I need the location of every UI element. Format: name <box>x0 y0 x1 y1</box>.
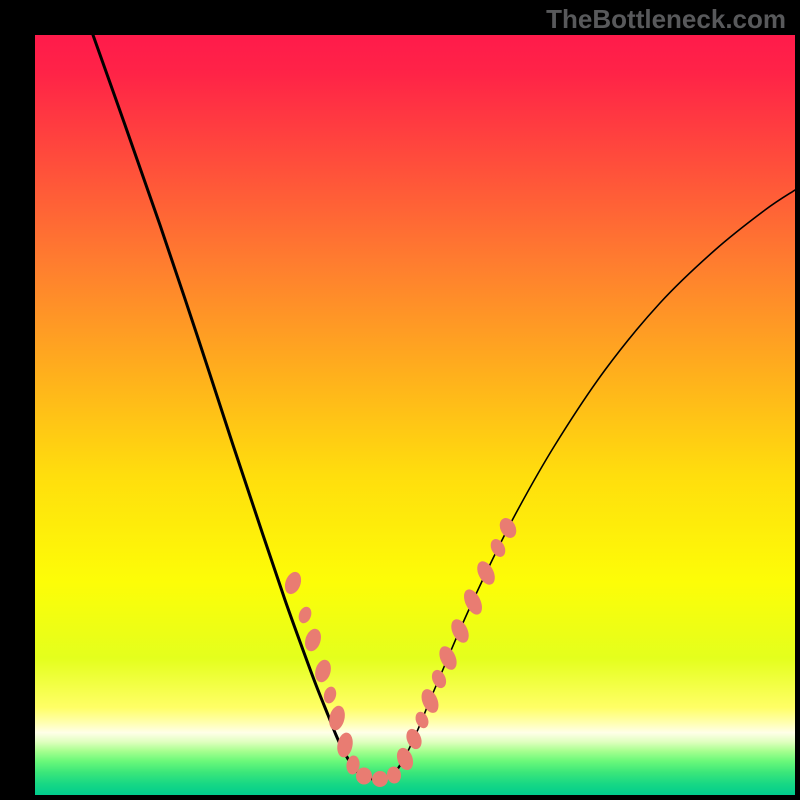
data-marker <box>373 772 388 787</box>
bottleneck-chart <box>35 35 795 795</box>
watermark-text: TheBottleneck.com <box>546 4 786 35</box>
gradient-background <box>35 35 795 795</box>
data-marker <box>357 768 372 784</box>
chart-svg <box>35 35 795 795</box>
